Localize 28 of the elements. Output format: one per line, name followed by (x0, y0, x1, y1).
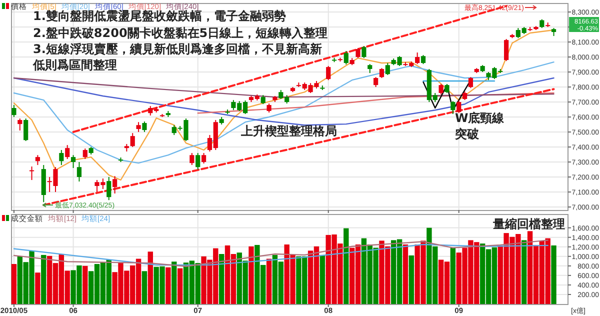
annotation: 2.盤中跌破8200關卡收盤黏在5日線上，短線轉入整理 (33, 24, 329, 40)
bar (344, 228, 349, 304)
bar (402, 244, 408, 304)
line-series (13, 77, 554, 126)
line-series (13, 240, 548, 267)
annotation: 量縮回檔整理 (493, 216, 566, 232)
bar (551, 245, 556, 304)
bar (450, 248, 456, 304)
bar (148, 252, 153, 304)
bar (320, 254, 326, 304)
bar (408, 255, 414, 304)
bar (266, 258, 272, 304)
annotation: W底頸線突破 (455, 110, 506, 142)
bar (248, 246, 254, 304)
bar (522, 240, 527, 304)
bar (166, 267, 171, 304)
annotation: 1.雙向盤開低震盪尾盤收斂跌幅，電子金融弱勢 (33, 9, 287, 24)
line-series (13, 244, 548, 266)
bar (82, 266, 88, 304)
bar (35, 272, 40, 304)
annotation: 上升楔型整理格局 (241, 123, 338, 139)
annotation: 3.短線浮現賣壓，續見新低則爲逢多回檔，不見新高新低則爲區間整理 (33, 41, 323, 73)
bar (172, 262, 177, 304)
bar (177, 268, 183, 304)
bar (11, 264, 17, 304)
bar (218, 254, 224, 304)
bar (142, 271, 148, 304)
bar (41, 254, 46, 304)
